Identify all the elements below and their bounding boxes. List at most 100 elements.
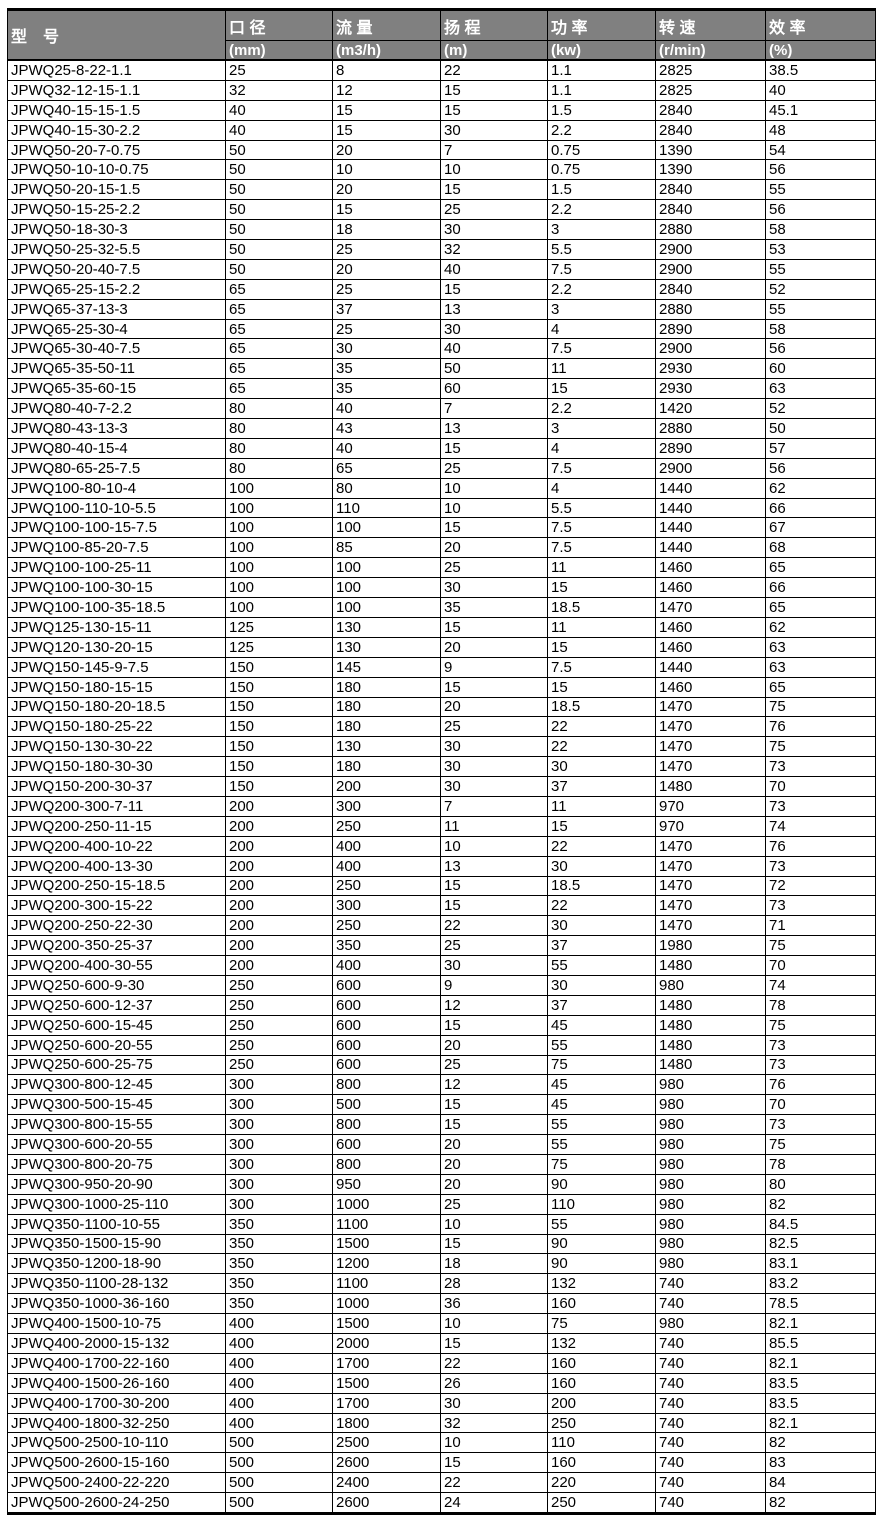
cell-flow: 250 bbox=[332, 815, 441, 837]
table-row: JPWQ150-145-9-7.5 150 145 9 7.5 1440 63 bbox=[7, 656, 876, 678]
cell-speed: 2900 bbox=[655, 258, 766, 280]
cell-model: JPWQ400-1500-26-160 bbox=[7, 1372, 226, 1394]
cell-model: JPWQ200-350-25-37 bbox=[7, 935, 226, 957]
cell-speed: 2890 bbox=[655, 437, 766, 459]
cell-efficiency: 63 bbox=[765, 378, 876, 400]
cell-diameter: 500 bbox=[225, 1492, 333, 1515]
table-row: JPWQ120-130-20-15 125 130 20 15 1460 63 bbox=[7, 636, 876, 658]
table-row: JPWQ25-8-22-1.1 25 8 22 1.1 2825 38.5 bbox=[7, 59, 876, 81]
cell-efficiency: 52 bbox=[765, 278, 876, 300]
cell-model: JPWQ300-500-15-45 bbox=[7, 1094, 226, 1116]
cell-diameter: 32 bbox=[225, 79, 333, 101]
col-header-power: 功 率 bbox=[547, 9, 656, 41]
header-row-labels: 型 号 口 径 流 量 扬 程 功 率 转 速 效 率 bbox=[7, 9, 876, 61]
cell-diameter: 100 bbox=[225, 537, 333, 559]
cell-diameter: 40 bbox=[225, 99, 333, 121]
cell-speed: 2825 bbox=[655, 79, 766, 101]
cell-diameter: 80 bbox=[225, 457, 333, 479]
cell-power: 4 bbox=[547, 437, 656, 459]
cell-model: JPWQ50-15-25-2.2 bbox=[7, 199, 226, 221]
cell-efficiency: 48 bbox=[765, 119, 876, 141]
cell-model: JPWQ80-40-15-4 bbox=[7, 437, 226, 459]
cell-efficiency: 56 bbox=[765, 159, 876, 181]
cell-power: 45 bbox=[547, 1074, 656, 1096]
cell-head: 10 bbox=[440, 159, 548, 181]
cell-efficiency: 83 bbox=[765, 1452, 876, 1474]
cell-flow: 18 bbox=[332, 219, 441, 241]
cell-flow: 2000 bbox=[332, 1333, 441, 1354]
table-row: JPWQ50-15-25-2.2 50 15 25 2.2 2840 56 bbox=[7, 199, 876, 221]
cell-head: 32 bbox=[440, 239, 548, 260]
table-row: JPWQ200-400-30-55 200 400 30 55 1480 70 bbox=[7, 955, 876, 976]
cell-speed: 740 bbox=[655, 1273, 766, 1295]
cell-speed: 1480 bbox=[655, 1054, 766, 1076]
cell-head: 15 bbox=[440, 1233, 548, 1255]
table-row: JPWQ250-600-9-30 250 600 9 30 980 74 bbox=[7, 974, 876, 996]
col-unit-head: (m) bbox=[440, 40, 548, 61]
table-row: JPWQ65-35-50-11 65 35 50 11 2930 60 bbox=[7, 358, 876, 380]
cell-power: 4 bbox=[547, 318, 656, 340]
cell-speed: 1470 bbox=[655, 915, 766, 937]
cell-flow: 1000 bbox=[332, 1293, 441, 1315]
table-row: JPWQ50-20-40-7.5 50 20 40 7.5 2900 55 bbox=[7, 258, 876, 280]
cell-speed: 980 bbox=[655, 974, 766, 996]
cell-head: 26 bbox=[440, 1372, 548, 1394]
cell-power: 90 bbox=[547, 1233, 656, 1255]
cell-efficiency: 70 bbox=[765, 955, 876, 976]
table-row: JPWQ200-250-11-15 200 250 11 15 970 74 bbox=[7, 815, 876, 837]
table-row: JPWQ350-1100-28-132 350 1100 28 132 740 83.2 bbox=[7, 1273, 876, 1295]
cell-flow: 300 bbox=[332, 895, 441, 917]
cell-model: JPWQ80-65-25-7.5 bbox=[7, 457, 226, 479]
cell-flow: 180 bbox=[332, 756, 441, 778]
cell-efficiency: 83.5 bbox=[765, 1372, 876, 1394]
cell-flow: 250 bbox=[332, 915, 441, 937]
cell-model: JPWQ350-1000-36-160 bbox=[7, 1293, 226, 1315]
cell-diameter: 40 bbox=[225, 119, 333, 141]
cell-model: JPWQ250-600-25-75 bbox=[7, 1054, 226, 1076]
col-header-head: 扬 程 bbox=[440, 9, 548, 41]
cell-efficiency: 73 bbox=[765, 855, 876, 877]
table-row: JPWQ40-15-30-2.2 40 15 30 2.2 2840 48 bbox=[7, 119, 876, 141]
cell-power: 11 bbox=[547, 795, 656, 817]
cell-diameter: 350 bbox=[225, 1233, 333, 1255]
cell-efficiency: 57 bbox=[765, 437, 876, 459]
cell-model: JPWQ100-100-30-15 bbox=[7, 577, 226, 599]
cell-model: JPWQ100-110-10-5.5 bbox=[7, 497, 226, 519]
cell-efficiency: 78 bbox=[765, 1153, 876, 1175]
cell-head: 25 bbox=[440, 1193, 548, 1215]
cell-speed: 1470 bbox=[655, 696, 766, 718]
cell-diameter: 100 bbox=[225, 557, 333, 579]
cell-speed: 1440 bbox=[655, 517, 766, 539]
cell-flow: 1500 bbox=[332, 1233, 441, 1255]
cell-efficiency: 65 bbox=[765, 597, 876, 618]
cell-diameter: 500 bbox=[225, 1452, 333, 1474]
col-unit-flow: (m3/h) bbox=[332, 40, 441, 61]
cell-model: JPWQ32-12-15-1.1 bbox=[7, 79, 226, 101]
cell-model: JPWQ150-180-20-18.5 bbox=[7, 696, 226, 718]
cell-power: 7.5 bbox=[547, 457, 656, 479]
cell-efficiency: 80 bbox=[765, 1173, 876, 1195]
cell-flow: 100 bbox=[332, 517, 441, 539]
cell-diameter: 50 bbox=[225, 219, 333, 241]
cell-efficiency: 58 bbox=[765, 318, 876, 340]
cell-power: 132 bbox=[547, 1273, 656, 1295]
cell-flow: 25 bbox=[332, 318, 441, 340]
cell-diameter: 100 bbox=[225, 477, 333, 499]
cell-efficiency: 65 bbox=[765, 676, 876, 698]
cell-flow: 600 bbox=[332, 974, 441, 996]
cell-flow: 1500 bbox=[332, 1313, 441, 1334]
cell-model: JPWQ300-600-20-55 bbox=[7, 1134, 226, 1155]
cell-diameter: 200 bbox=[225, 915, 333, 937]
cell-speed: 740 bbox=[655, 1412, 766, 1434]
cell-flow: 2600 bbox=[332, 1452, 441, 1474]
cell-diameter: 80 bbox=[225, 418, 333, 439]
cell-model: JPWQ300-800-20-75 bbox=[7, 1153, 226, 1175]
cell-flow: 130 bbox=[332, 736, 441, 758]
cell-flow: 145 bbox=[332, 656, 441, 678]
cell-flow: 65 bbox=[332, 457, 441, 479]
table-row: JPWQ80-65-25-7.5 80 65 25 7.5 2900 56 bbox=[7, 457, 876, 479]
cell-diameter: 400 bbox=[225, 1352, 333, 1374]
cell-model: JPWQ50-20-40-7.5 bbox=[7, 258, 226, 280]
table-row: JPWQ65-37-13-3 65 37 13 3 2880 55 bbox=[7, 298, 876, 320]
table-row: JPWQ200-250-15-18.5 200 250 15 18.5 1470 72 bbox=[7, 875, 876, 897]
